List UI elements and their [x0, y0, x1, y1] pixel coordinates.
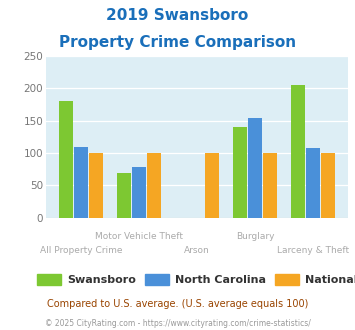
Text: All Property Crime: All Property Crime: [40, 246, 122, 254]
Bar: [205, 153, 219, 218]
Bar: [306, 148, 320, 218]
Bar: [117, 173, 131, 218]
Text: Compared to U.S. average. (U.S. average equals 100): Compared to U.S. average. (U.S. average …: [47, 299, 308, 309]
Bar: [321, 153, 335, 218]
Bar: [59, 101, 73, 218]
Text: Arson: Arson: [184, 246, 210, 254]
Text: Motor Vehicle Theft: Motor Vehicle Theft: [95, 232, 183, 241]
Text: 2019 Swansboro: 2019 Swansboro: [106, 8, 248, 23]
Bar: [291, 85, 305, 218]
Text: Larceny & Theft: Larceny & Theft: [277, 246, 349, 254]
Text: Burglary: Burglary: [236, 232, 274, 241]
Bar: [248, 118, 262, 218]
Bar: [74, 147, 88, 218]
Bar: [233, 127, 247, 218]
Text: © 2025 CityRating.com - https://www.cityrating.com/crime-statistics/: © 2025 CityRating.com - https://www.city…: [45, 319, 310, 328]
Text: Property Crime Comparison: Property Crime Comparison: [59, 35, 296, 50]
Bar: [263, 153, 277, 218]
Bar: [147, 153, 161, 218]
Legend: Swansboro, North Carolina, National: Swansboro, North Carolina, National: [33, 270, 355, 290]
Bar: [132, 167, 146, 218]
Bar: [89, 153, 103, 218]
